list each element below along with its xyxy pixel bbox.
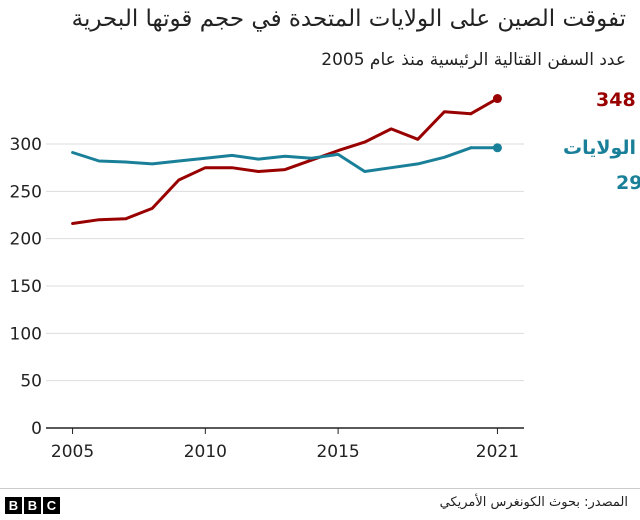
- y-tick-label-100: 100: [10, 324, 42, 344]
- bbc-logo: B B C: [5, 497, 60, 514]
- series-endpoint-dot-china: [492, 94, 502, 104]
- x-tick-label-2010: 2010: [184, 442, 227, 462]
- series-label-us-line2: المتحدة 296: [616, 172, 640, 194]
- series-line-end-china: [469, 97, 499, 116]
- series-label-us-line1: الولايات: [563, 137, 636, 159]
- chart-title: تفوقت الصين على الولايات المتحدة في حجم …: [71, 6, 626, 32]
- series-label-china: الصين 348: [596, 89, 640, 111]
- y-tick-label-150: 150: [10, 277, 42, 297]
- x-tick-label-2005: 2005: [51, 442, 94, 462]
- y-tick-label-300: 300: [10, 135, 42, 155]
- logo-letter-c: C: [43, 497, 60, 514]
- y-tick-label-200: 200: [10, 230, 42, 250]
- y-tick-label-0: 0: [31, 419, 42, 439]
- x-tick-label-2015: 2015: [316, 442, 359, 462]
- source-note: المصدر: بحوث الكونغرس الأمريكي: [439, 495, 628, 510]
- y-tick-label-50: 50: [20, 372, 42, 392]
- line-chart: 0 50 100 150 200 250 300 2005 2010 2015 2021 الصين …: [10, 89, 640, 462]
- logo-letter-b1: B: [5, 497, 22, 514]
- footer-divider: [0, 488, 640, 489]
- x-tick-label-2021: 2021: [476, 442, 519, 462]
- chart-subtitle: عدد السفن القتالية الرئيسية منذ عام 2005: [321, 50, 626, 70]
- series-line-us: [71, 146, 473, 173]
- series-endpoint-dot-us: [492, 143, 502, 153]
- series-line-china: [71, 110, 473, 225]
- y-tick-label-250: 250: [10, 182, 42, 202]
- logo-letter-b2: B: [24, 497, 41, 514]
